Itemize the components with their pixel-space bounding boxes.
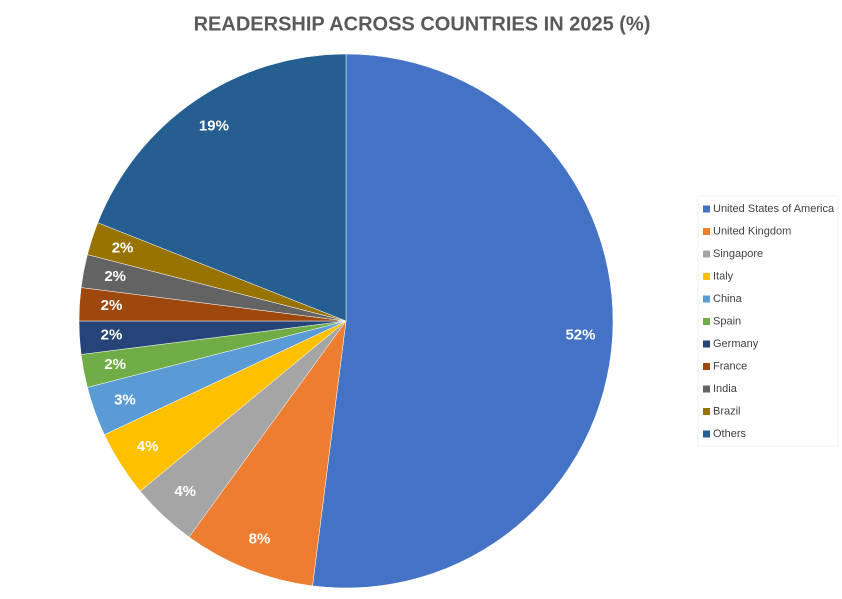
value-label: 8% — [249, 530, 271, 547]
chart-title: READERSHIP ACROSS COUNTRIES IN 2025 (%) — [194, 13, 651, 35]
legend-label: Spain — [713, 315, 741, 327]
legend-swatch — [703, 430, 710, 438]
value-label: 19% — [199, 118, 229, 135]
value-label: 2% — [112, 239, 134, 256]
legend-label: Germany — [713, 338, 759, 350]
legend-label: China — [713, 293, 743, 305]
legend-swatch — [703, 205, 710, 213]
legend-swatch — [703, 408, 710, 415]
value-label: 52% — [565, 327, 595, 344]
legend-swatch — [703, 363, 710, 370]
legend-swatch — [703, 340, 710, 348]
legend-label: United Kingdom — [713, 225, 791, 237]
value-label: 4% — [137, 438, 159, 455]
legend-box — [697, 195, 839, 447]
legend-label: Others — [713, 428, 747, 440]
legend: United States of America United Kingdom Si… — [697, 195, 839, 447]
value-label: 2% — [104, 356, 126, 373]
legend-label: Italy — [713, 270, 734, 282]
value-label: 2% — [104, 268, 126, 285]
legend-swatch — [703, 385, 710, 393]
legend-label: Singapore — [713, 248, 763, 260]
pie-slice — [312, 53, 614, 589]
legend-swatch — [703, 295, 710, 303]
legend-swatch — [703, 273, 710, 280]
value-label: 4% — [174, 483, 196, 500]
value-label: 2% — [101, 297, 123, 314]
legend-label: Brazil — [713, 405, 741, 417]
pie-slice — [188, 320, 347, 587]
value-label: 3% — [114, 392, 136, 409]
value-label: 2% — [101, 327, 123, 344]
legend-swatch — [703, 228, 710, 235]
pie-slice — [97, 53, 347, 322]
legend-swatch — [703, 250, 710, 258]
legend-label: United States of America — [713, 203, 835, 215]
legend-label: France — [713, 360, 747, 372]
legend-label: India — [713, 383, 738, 395]
legend-swatch — [703, 318, 710, 325]
